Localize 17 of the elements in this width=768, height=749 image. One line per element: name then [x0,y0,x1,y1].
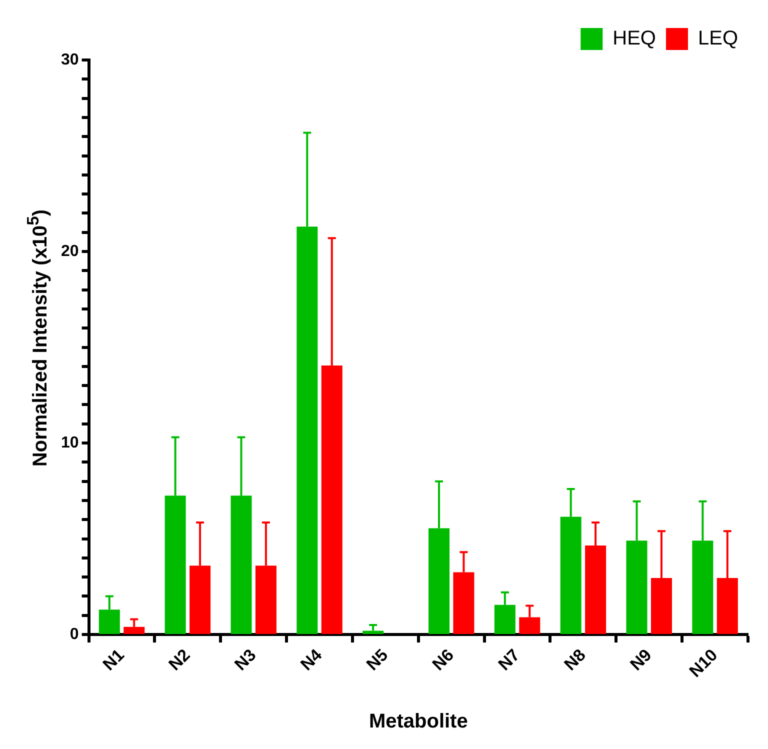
y-tick-label: 20 [61,242,79,260]
x-tick-label: N3 [230,645,260,674]
x-tick-label: N6 [428,645,458,674]
y-tick-label: 0 [70,626,79,643]
x-tick-label: N10 [686,645,722,681]
x-tick-label: N5 [362,645,392,674]
x-tick-label: N8 [560,645,590,674]
x-axis-title: Metabolite [368,710,468,733]
legend-label: HEQ [612,28,656,50]
y-tick-label: 30 [61,51,79,68]
x-tick-label: N9 [626,645,656,674]
x-tick-label: N2 [165,645,194,674]
legend-label: LEQ [698,28,738,50]
x-tick-label: N7 [494,645,524,674]
x-tick-label: N1 [99,645,128,674]
y-tick-label: 10 [61,434,79,452]
x-tick-label: N4 [296,645,326,674]
